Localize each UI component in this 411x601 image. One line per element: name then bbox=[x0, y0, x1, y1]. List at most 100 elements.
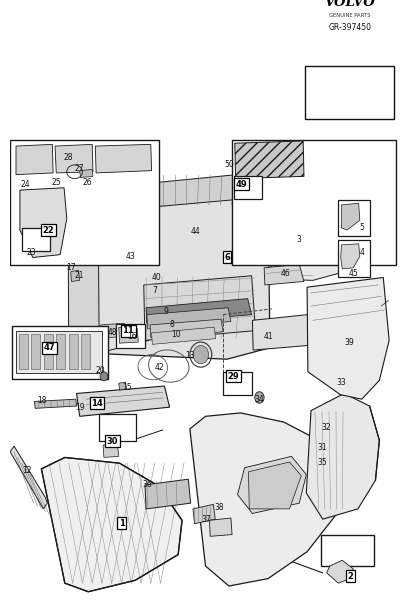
Polygon shape bbox=[238, 456, 306, 513]
Polygon shape bbox=[147, 308, 231, 329]
Text: 14: 14 bbox=[91, 398, 103, 407]
Text: 18: 18 bbox=[37, 396, 47, 405]
Text: VOLVO: VOLVO bbox=[324, 0, 375, 8]
Polygon shape bbox=[144, 276, 256, 340]
Bar bbox=[116, 324, 145, 348]
Bar bbox=[233, 176, 262, 199]
Polygon shape bbox=[119, 327, 138, 343]
Text: 37: 37 bbox=[201, 514, 211, 523]
Ellipse shape bbox=[100, 372, 108, 381]
Text: 35: 35 bbox=[318, 457, 328, 466]
Polygon shape bbox=[327, 560, 353, 583]
Text: 42: 42 bbox=[155, 362, 164, 371]
Polygon shape bbox=[307, 278, 389, 399]
Text: 46: 46 bbox=[281, 269, 291, 278]
Bar bbox=[338, 240, 370, 278]
Bar bbox=[232, 141, 396, 265]
Polygon shape bbox=[77, 185, 97, 353]
Polygon shape bbox=[42, 457, 182, 592]
Polygon shape bbox=[95, 144, 152, 173]
Bar bbox=[99, 414, 136, 442]
Bar bbox=[338, 200, 370, 236]
Text: 17: 17 bbox=[66, 263, 76, 272]
Text: 24: 24 bbox=[20, 180, 30, 189]
Polygon shape bbox=[16, 144, 53, 175]
Polygon shape bbox=[76, 386, 170, 416]
Text: 19: 19 bbox=[75, 403, 85, 412]
Text: 13: 13 bbox=[185, 351, 195, 360]
Text: 23: 23 bbox=[27, 248, 37, 257]
Text: 11: 11 bbox=[122, 326, 134, 335]
Text: 20: 20 bbox=[96, 366, 106, 375]
Text: 28: 28 bbox=[63, 153, 73, 162]
Text: 7: 7 bbox=[152, 286, 157, 295]
Polygon shape bbox=[35, 399, 76, 408]
Text: 48: 48 bbox=[108, 328, 117, 337]
Text: 43: 43 bbox=[126, 252, 135, 261]
Polygon shape bbox=[150, 319, 223, 338]
Text: 9: 9 bbox=[164, 307, 169, 316]
Polygon shape bbox=[342, 203, 360, 230]
Text: 2: 2 bbox=[347, 572, 353, 581]
Polygon shape bbox=[152, 327, 216, 344]
Text: 49: 49 bbox=[236, 180, 247, 189]
Text: 21: 21 bbox=[75, 271, 84, 280]
Polygon shape bbox=[235, 141, 304, 178]
Polygon shape bbox=[80, 169, 93, 177]
Text: 29: 29 bbox=[228, 372, 240, 381]
Text: 3: 3 bbox=[297, 235, 302, 243]
Polygon shape bbox=[193, 504, 215, 523]
Text: 25: 25 bbox=[51, 177, 61, 186]
Polygon shape bbox=[306, 394, 379, 519]
Text: GR-397450: GR-397450 bbox=[328, 23, 371, 32]
Text: 38: 38 bbox=[215, 503, 224, 512]
Text: 47: 47 bbox=[44, 343, 55, 352]
Polygon shape bbox=[71, 270, 80, 281]
Polygon shape bbox=[264, 264, 304, 285]
Polygon shape bbox=[341, 244, 360, 269]
Polygon shape bbox=[68, 195, 99, 352]
Bar bbox=[22, 228, 50, 251]
Bar bbox=[12, 326, 108, 379]
Polygon shape bbox=[16, 331, 102, 373]
Text: 4: 4 bbox=[359, 248, 364, 257]
Bar bbox=[305, 66, 394, 118]
Polygon shape bbox=[55, 144, 93, 173]
Text: 1: 1 bbox=[118, 519, 125, 528]
Polygon shape bbox=[249, 462, 301, 509]
Text: 6: 6 bbox=[224, 253, 230, 262]
Polygon shape bbox=[19, 334, 28, 370]
Text: 40: 40 bbox=[152, 273, 162, 282]
Polygon shape bbox=[31, 334, 40, 370]
Text: 10: 10 bbox=[171, 330, 181, 339]
Polygon shape bbox=[81, 334, 90, 370]
Text: 8: 8 bbox=[170, 320, 175, 329]
Polygon shape bbox=[101, 323, 126, 338]
Polygon shape bbox=[10, 446, 47, 509]
Text: 12: 12 bbox=[22, 466, 31, 475]
Bar bbox=[10, 141, 159, 265]
Bar bbox=[321, 535, 374, 566]
Text: 26: 26 bbox=[83, 177, 92, 186]
Text: 15: 15 bbox=[122, 383, 132, 392]
Ellipse shape bbox=[255, 392, 264, 403]
Polygon shape bbox=[149, 173, 259, 207]
Polygon shape bbox=[56, 334, 65, 370]
Text: 22: 22 bbox=[43, 225, 54, 234]
Polygon shape bbox=[252, 314, 322, 350]
Bar bbox=[223, 372, 252, 395]
Text: 30: 30 bbox=[107, 437, 118, 446]
Text: 45: 45 bbox=[348, 269, 358, 278]
Polygon shape bbox=[69, 334, 78, 370]
Text: 36: 36 bbox=[143, 480, 152, 489]
Text: 44: 44 bbox=[191, 227, 201, 236]
Text: 16: 16 bbox=[127, 332, 137, 341]
Text: 5: 5 bbox=[359, 224, 364, 232]
Polygon shape bbox=[96, 182, 270, 359]
Ellipse shape bbox=[193, 346, 209, 364]
Text: 31: 31 bbox=[317, 443, 327, 452]
Text: 32: 32 bbox=[321, 423, 331, 432]
Polygon shape bbox=[119, 382, 127, 390]
Polygon shape bbox=[190, 413, 338, 586]
Polygon shape bbox=[44, 334, 53, 370]
